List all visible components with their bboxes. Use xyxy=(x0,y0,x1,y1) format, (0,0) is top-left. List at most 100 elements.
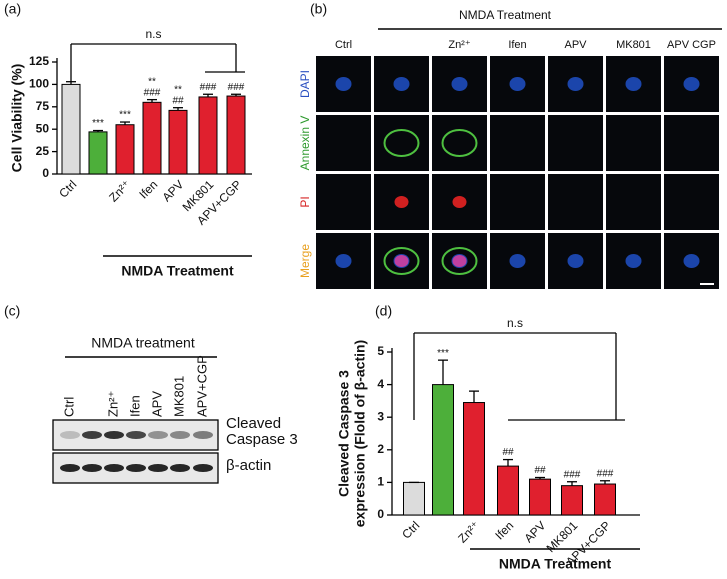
y-tick-label: 75 xyxy=(36,99,50,113)
nucleus xyxy=(625,254,642,268)
x-tick-label: Ctrl xyxy=(56,177,79,200)
x-tick-label: Ifen xyxy=(136,177,160,201)
significance-mark: ### xyxy=(200,82,217,93)
lane-label: APV+CGP xyxy=(194,355,209,417)
band xyxy=(148,464,168,472)
band-label: Cleaved xyxy=(226,415,281,432)
band xyxy=(126,431,146,439)
nucleus xyxy=(509,77,526,91)
band xyxy=(170,431,190,439)
band xyxy=(148,431,168,439)
y-tick-label: 25 xyxy=(36,144,50,158)
y-axis-label: Cleaved Caspase 3 xyxy=(336,370,352,497)
y-tick-label: 1 xyxy=(377,475,384,489)
y-tick-label: 100 xyxy=(29,77,49,91)
column-label: APV xyxy=(564,39,587,51)
group-label: NMDA Treatment xyxy=(499,556,612,572)
lane-label: Ifen xyxy=(127,395,142,417)
error-bar xyxy=(203,93,213,97)
bar xyxy=(226,95,246,175)
significance-mark: ## xyxy=(172,95,184,106)
column-label: APV CGP xyxy=(667,39,716,51)
band xyxy=(170,464,190,472)
y-tick-label: 125 xyxy=(29,54,49,68)
bar xyxy=(88,131,108,175)
nucleus xyxy=(567,254,584,268)
band xyxy=(104,464,124,472)
panel-label: (b) xyxy=(310,1,327,17)
image-cell xyxy=(490,115,545,171)
y-tick-label: 5 xyxy=(377,344,384,358)
bar xyxy=(497,465,519,516)
lane-label: MK801 xyxy=(171,376,186,417)
group-label: NMDA Treatment xyxy=(121,263,234,279)
bar xyxy=(198,96,218,175)
panel-label: (d) xyxy=(375,303,392,319)
image-cell xyxy=(316,174,371,230)
bar xyxy=(115,124,135,175)
membrane-stain xyxy=(383,247,420,275)
image-cell xyxy=(664,115,719,171)
column-label: Zn²⁺ xyxy=(448,39,471,51)
y-tick-label: 4 xyxy=(377,377,384,391)
panel-label: (a) xyxy=(4,1,21,17)
error-bar xyxy=(600,480,610,485)
y-axis-label: Cell Viability (%) xyxy=(9,64,25,173)
bar xyxy=(432,384,454,516)
error-bar xyxy=(93,129,103,132)
band xyxy=(193,464,213,472)
nucleus xyxy=(393,77,410,91)
bar xyxy=(168,109,188,175)
x-tick-label: Ctrl xyxy=(399,518,422,541)
lane-label: Zn²⁺ xyxy=(105,391,120,417)
nucleus xyxy=(683,254,700,268)
significance-mark: ### xyxy=(597,468,614,479)
image-cell xyxy=(548,115,603,171)
error-bar xyxy=(469,390,479,403)
band xyxy=(126,464,146,472)
pi-stain xyxy=(452,196,467,208)
y-tick-label: 0 xyxy=(377,507,384,521)
significance-mark: ## xyxy=(502,447,514,458)
group-label: NMDA Treatment xyxy=(459,8,552,22)
image-cell xyxy=(432,115,487,171)
row-label: Merge xyxy=(298,244,312,278)
x-tick-label: Zn²⁺ xyxy=(106,177,133,204)
significance-mark: ** xyxy=(174,84,182,95)
nucleus xyxy=(683,77,700,91)
error-bar xyxy=(503,458,513,467)
row-label: Annexin V xyxy=(298,116,312,171)
significance-mark: *** xyxy=(92,118,104,129)
significance-mark: *** xyxy=(119,110,131,121)
image-cell xyxy=(606,174,661,230)
bracket-label: n.s xyxy=(145,27,161,41)
y-tick-label: 3 xyxy=(377,409,384,423)
error-bar xyxy=(120,121,130,125)
image-cell xyxy=(490,174,545,230)
significance-mark: *** xyxy=(437,348,449,359)
band xyxy=(60,464,80,472)
group-label: NMDA treatment xyxy=(91,335,195,351)
bar xyxy=(594,483,616,516)
band xyxy=(82,431,102,439)
y-tick-label: 2 xyxy=(377,442,384,456)
pi-stain xyxy=(394,196,409,208)
pi-stain xyxy=(452,255,467,267)
membrane-stain xyxy=(383,129,420,157)
bar xyxy=(61,83,81,175)
significance-mark: ### xyxy=(564,469,581,480)
error-bar xyxy=(535,476,545,480)
significance-mark: ### xyxy=(144,87,161,98)
pi-stain xyxy=(394,255,409,267)
column-label: Ifen xyxy=(508,39,526,51)
nucleus xyxy=(567,77,584,91)
nucleus xyxy=(625,77,642,91)
error-bar xyxy=(438,359,448,385)
row-label: DAPI xyxy=(298,70,312,98)
x-tick-label: APV xyxy=(521,518,548,545)
row-label: PI xyxy=(298,196,312,207)
significance-mark: ## xyxy=(534,465,546,476)
band xyxy=(60,431,80,439)
error-bar xyxy=(567,481,577,486)
bracket-label: n.s xyxy=(507,316,523,330)
